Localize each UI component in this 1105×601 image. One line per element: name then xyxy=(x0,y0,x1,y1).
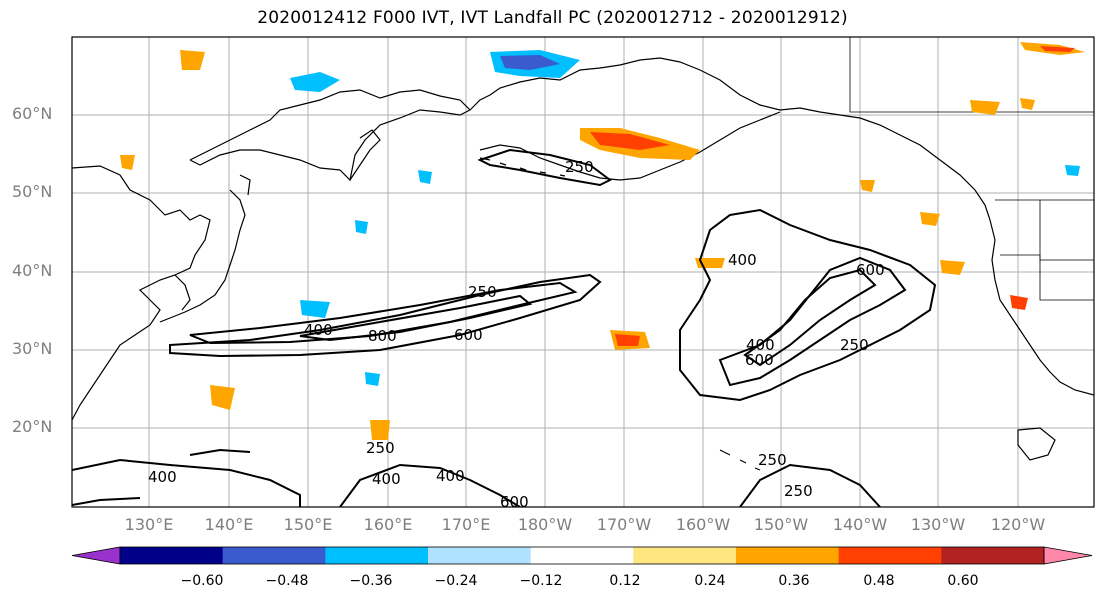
lat-label: 60°N xyxy=(12,104,53,123)
lon-label: 120°W xyxy=(990,515,1046,534)
lon-label: 150°W xyxy=(753,515,809,534)
contour-label-group: 250 400 800 600 400 600 250 250 400 250 … xyxy=(148,158,885,511)
lat-label: 20°N xyxy=(12,417,53,436)
colorbar-tick-label: 0.48 xyxy=(863,573,895,589)
contour-label: 400 xyxy=(372,470,401,488)
colorbar-tick-label: −0.24 xyxy=(434,573,478,589)
map-title: 2020012412 F000 IVT, IVT Landfall PC (20… xyxy=(257,8,848,28)
pc-shading xyxy=(120,42,1085,440)
contour-label: 400 xyxy=(746,336,775,354)
lon-label: 140°W xyxy=(832,515,888,534)
colorbar-tick-label: −0.48 xyxy=(265,573,309,589)
lon-label: 130°W xyxy=(910,515,966,534)
colorbar-segment xyxy=(941,547,1045,564)
colorbar-tick-label: −0.36 xyxy=(349,573,393,589)
contour-label: 600 xyxy=(856,261,885,279)
ivt-contours xyxy=(72,148,937,507)
colorbar-tick-label: −0.60 xyxy=(180,573,224,589)
colorbar-segment xyxy=(633,547,737,564)
contour-label: 250 xyxy=(840,336,869,354)
lon-label: 160°W xyxy=(675,515,731,534)
lon-label: 130°E xyxy=(124,515,174,534)
colorbar-outline xyxy=(119,546,1045,565)
colorbar-segment xyxy=(838,547,942,564)
contour-label: 600 xyxy=(500,493,529,511)
contour-label: 800 xyxy=(368,327,397,345)
contour-label: 600 xyxy=(745,351,774,369)
lat-label: 40°N xyxy=(12,261,53,280)
colorbar-tick-label: −0.12 xyxy=(519,573,563,589)
lon-label: 170°E xyxy=(441,515,491,534)
colorbar-tick-label: 0.36 xyxy=(778,573,810,589)
contour-label: 400 xyxy=(304,321,333,339)
contour-label: 250 xyxy=(784,482,813,500)
contour-label: 250 xyxy=(468,283,497,301)
contour-label: 400 xyxy=(728,251,757,269)
contour-label: 600 xyxy=(454,326,483,344)
colorbar-segment xyxy=(325,547,429,564)
colorbar-segment xyxy=(222,547,326,564)
map-frame xyxy=(71,36,1095,508)
contour-label: 400 xyxy=(436,467,465,485)
contour-label: 250 xyxy=(758,451,787,469)
colorbar-segment xyxy=(736,547,840,564)
borders xyxy=(849,37,1094,301)
colorbar-tick-label: 0.24 xyxy=(694,573,726,589)
lon-label: 170°W xyxy=(596,515,652,534)
colorbar-tick-label: 0.60 xyxy=(947,573,979,589)
lat-label: 50°N xyxy=(12,182,53,201)
colorbar-segment xyxy=(120,547,224,564)
contour-label: 250 xyxy=(366,439,395,457)
colorbar-extend-low xyxy=(71,546,121,565)
lon-label: 140°E xyxy=(204,515,254,534)
lat-label: 30°N xyxy=(12,339,53,358)
colorbar-segment xyxy=(428,547,532,564)
colorbar-extend-high xyxy=(1043,546,1093,565)
lon-label: 150°E xyxy=(283,515,333,534)
contour-label: 250 xyxy=(565,158,594,176)
lon-label: 180°W xyxy=(517,515,573,534)
colorbar xyxy=(71,546,1093,565)
contour-label: 400 xyxy=(148,468,177,486)
colorbar-tick-label: 0.12 xyxy=(609,573,641,589)
lon-label: 160°E xyxy=(363,515,413,534)
colorbar-segment xyxy=(530,547,634,564)
